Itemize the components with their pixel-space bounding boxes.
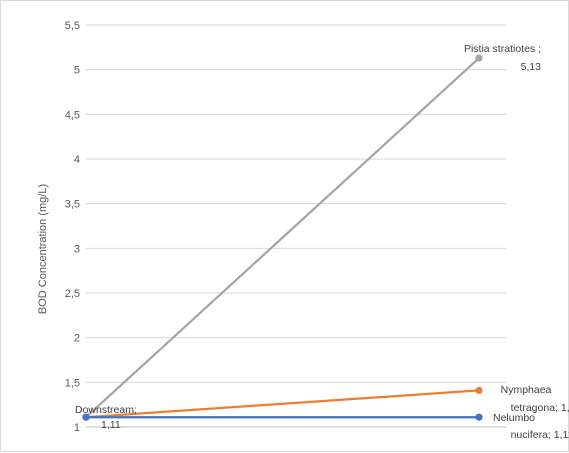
y-axis-title: BOD Concentration (mg/L) xyxy=(37,184,49,314)
data-label: 5,13 xyxy=(521,61,542,73)
data-label: tetragona; 1,41 xyxy=(511,402,569,414)
y-tick-label: 5,5 xyxy=(65,20,80,32)
data-point xyxy=(475,54,483,62)
series-line xyxy=(84,56,481,419)
series-line xyxy=(84,389,481,419)
y-tick-label: 2,5 xyxy=(65,288,80,300)
y-tick-label: 1,5 xyxy=(65,377,80,389)
y-tick-label: 1 xyxy=(74,422,80,434)
data-label: Nymphaea xyxy=(501,384,552,396)
data-labels: Downstream; 1,11 Pistia stratiotes ; 5,13 Ny… xyxy=(75,43,569,441)
data-label: 1,11 xyxy=(101,419,121,431)
data-label: nucifera; 1,11 xyxy=(511,429,569,441)
y-tick-label: 2 xyxy=(74,333,80,345)
data-point xyxy=(82,413,90,421)
data-label: Nelumbo xyxy=(493,412,535,424)
y-tick-label: 4 xyxy=(74,154,80,166)
y-tick-label: 5 xyxy=(74,65,80,77)
data-label: Downstream; xyxy=(75,404,137,416)
series-lines xyxy=(82,54,483,421)
y-tick-labels: 1 1,5 2 2,5 3 3,5 4 4,5 5 5,5 xyxy=(65,20,80,434)
y-tick-label: 3,5 xyxy=(65,199,80,211)
data-point xyxy=(475,386,483,394)
data-point xyxy=(475,413,483,421)
y-tick-label: 3 xyxy=(74,243,80,255)
y-tick-label: 4,5 xyxy=(65,109,80,121)
gridlines xyxy=(86,24,506,428)
data-label: Pistia stratiotes ; xyxy=(464,43,541,55)
